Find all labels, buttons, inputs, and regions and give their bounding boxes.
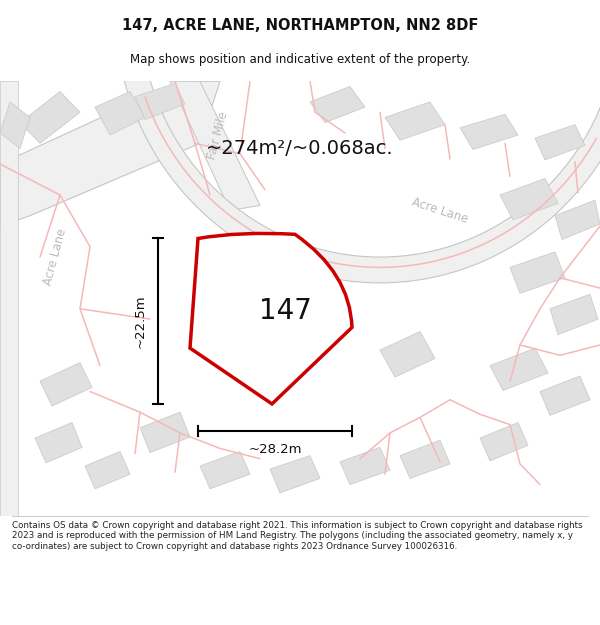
Polygon shape [20, 92, 80, 143]
Polygon shape [0, 102, 30, 149]
Polygon shape [310, 86, 365, 123]
Polygon shape [135, 83, 185, 119]
Polygon shape [35, 422, 82, 463]
Polygon shape [550, 294, 598, 334]
Text: 147: 147 [259, 297, 311, 325]
Polygon shape [200, 451, 250, 489]
Polygon shape [0, 81, 220, 226]
Polygon shape [85, 451, 130, 489]
Polygon shape [340, 448, 390, 484]
Text: Map shows position and indicative extent of the property.: Map shows position and indicative extent… [130, 52, 470, 66]
Polygon shape [400, 440, 450, 478]
Text: Acre Lane: Acre Lane [41, 228, 69, 287]
Polygon shape [124, 52, 600, 283]
Polygon shape [380, 331, 435, 377]
Text: ~28.2m: ~28.2m [248, 443, 302, 456]
Polygon shape [460, 114, 518, 149]
Polygon shape [500, 179, 558, 220]
Text: Contains OS data © Crown copyright and database right 2021. This information is : Contains OS data © Crown copyright and d… [12, 521, 583, 551]
Polygon shape [270, 456, 320, 493]
Text: Acre Lane: Acre Lane [410, 196, 470, 226]
Text: ~274m²/~0.068ac.: ~274m²/~0.068ac. [206, 139, 394, 158]
Text: Fair Mile: Fair Mile [205, 109, 230, 161]
Polygon shape [40, 362, 92, 406]
Polygon shape [480, 422, 528, 461]
Polygon shape [555, 200, 600, 239]
Polygon shape [490, 348, 548, 391]
PathPatch shape [190, 233, 352, 404]
Text: ~22.5m: ~22.5m [133, 294, 146, 348]
Text: 147, ACRE LANE, NORTHAMPTON, NN2 8DF: 147, ACRE LANE, NORTHAMPTON, NN2 8DF [122, 18, 478, 33]
Polygon shape [385, 102, 445, 140]
Polygon shape [95, 92, 145, 135]
Polygon shape [0, 81, 18, 516]
Polygon shape [510, 252, 565, 293]
Polygon shape [540, 376, 590, 415]
Polygon shape [170, 81, 260, 211]
Polygon shape [140, 412, 190, 452]
Polygon shape [535, 125, 585, 160]
Polygon shape [225, 262, 295, 324]
